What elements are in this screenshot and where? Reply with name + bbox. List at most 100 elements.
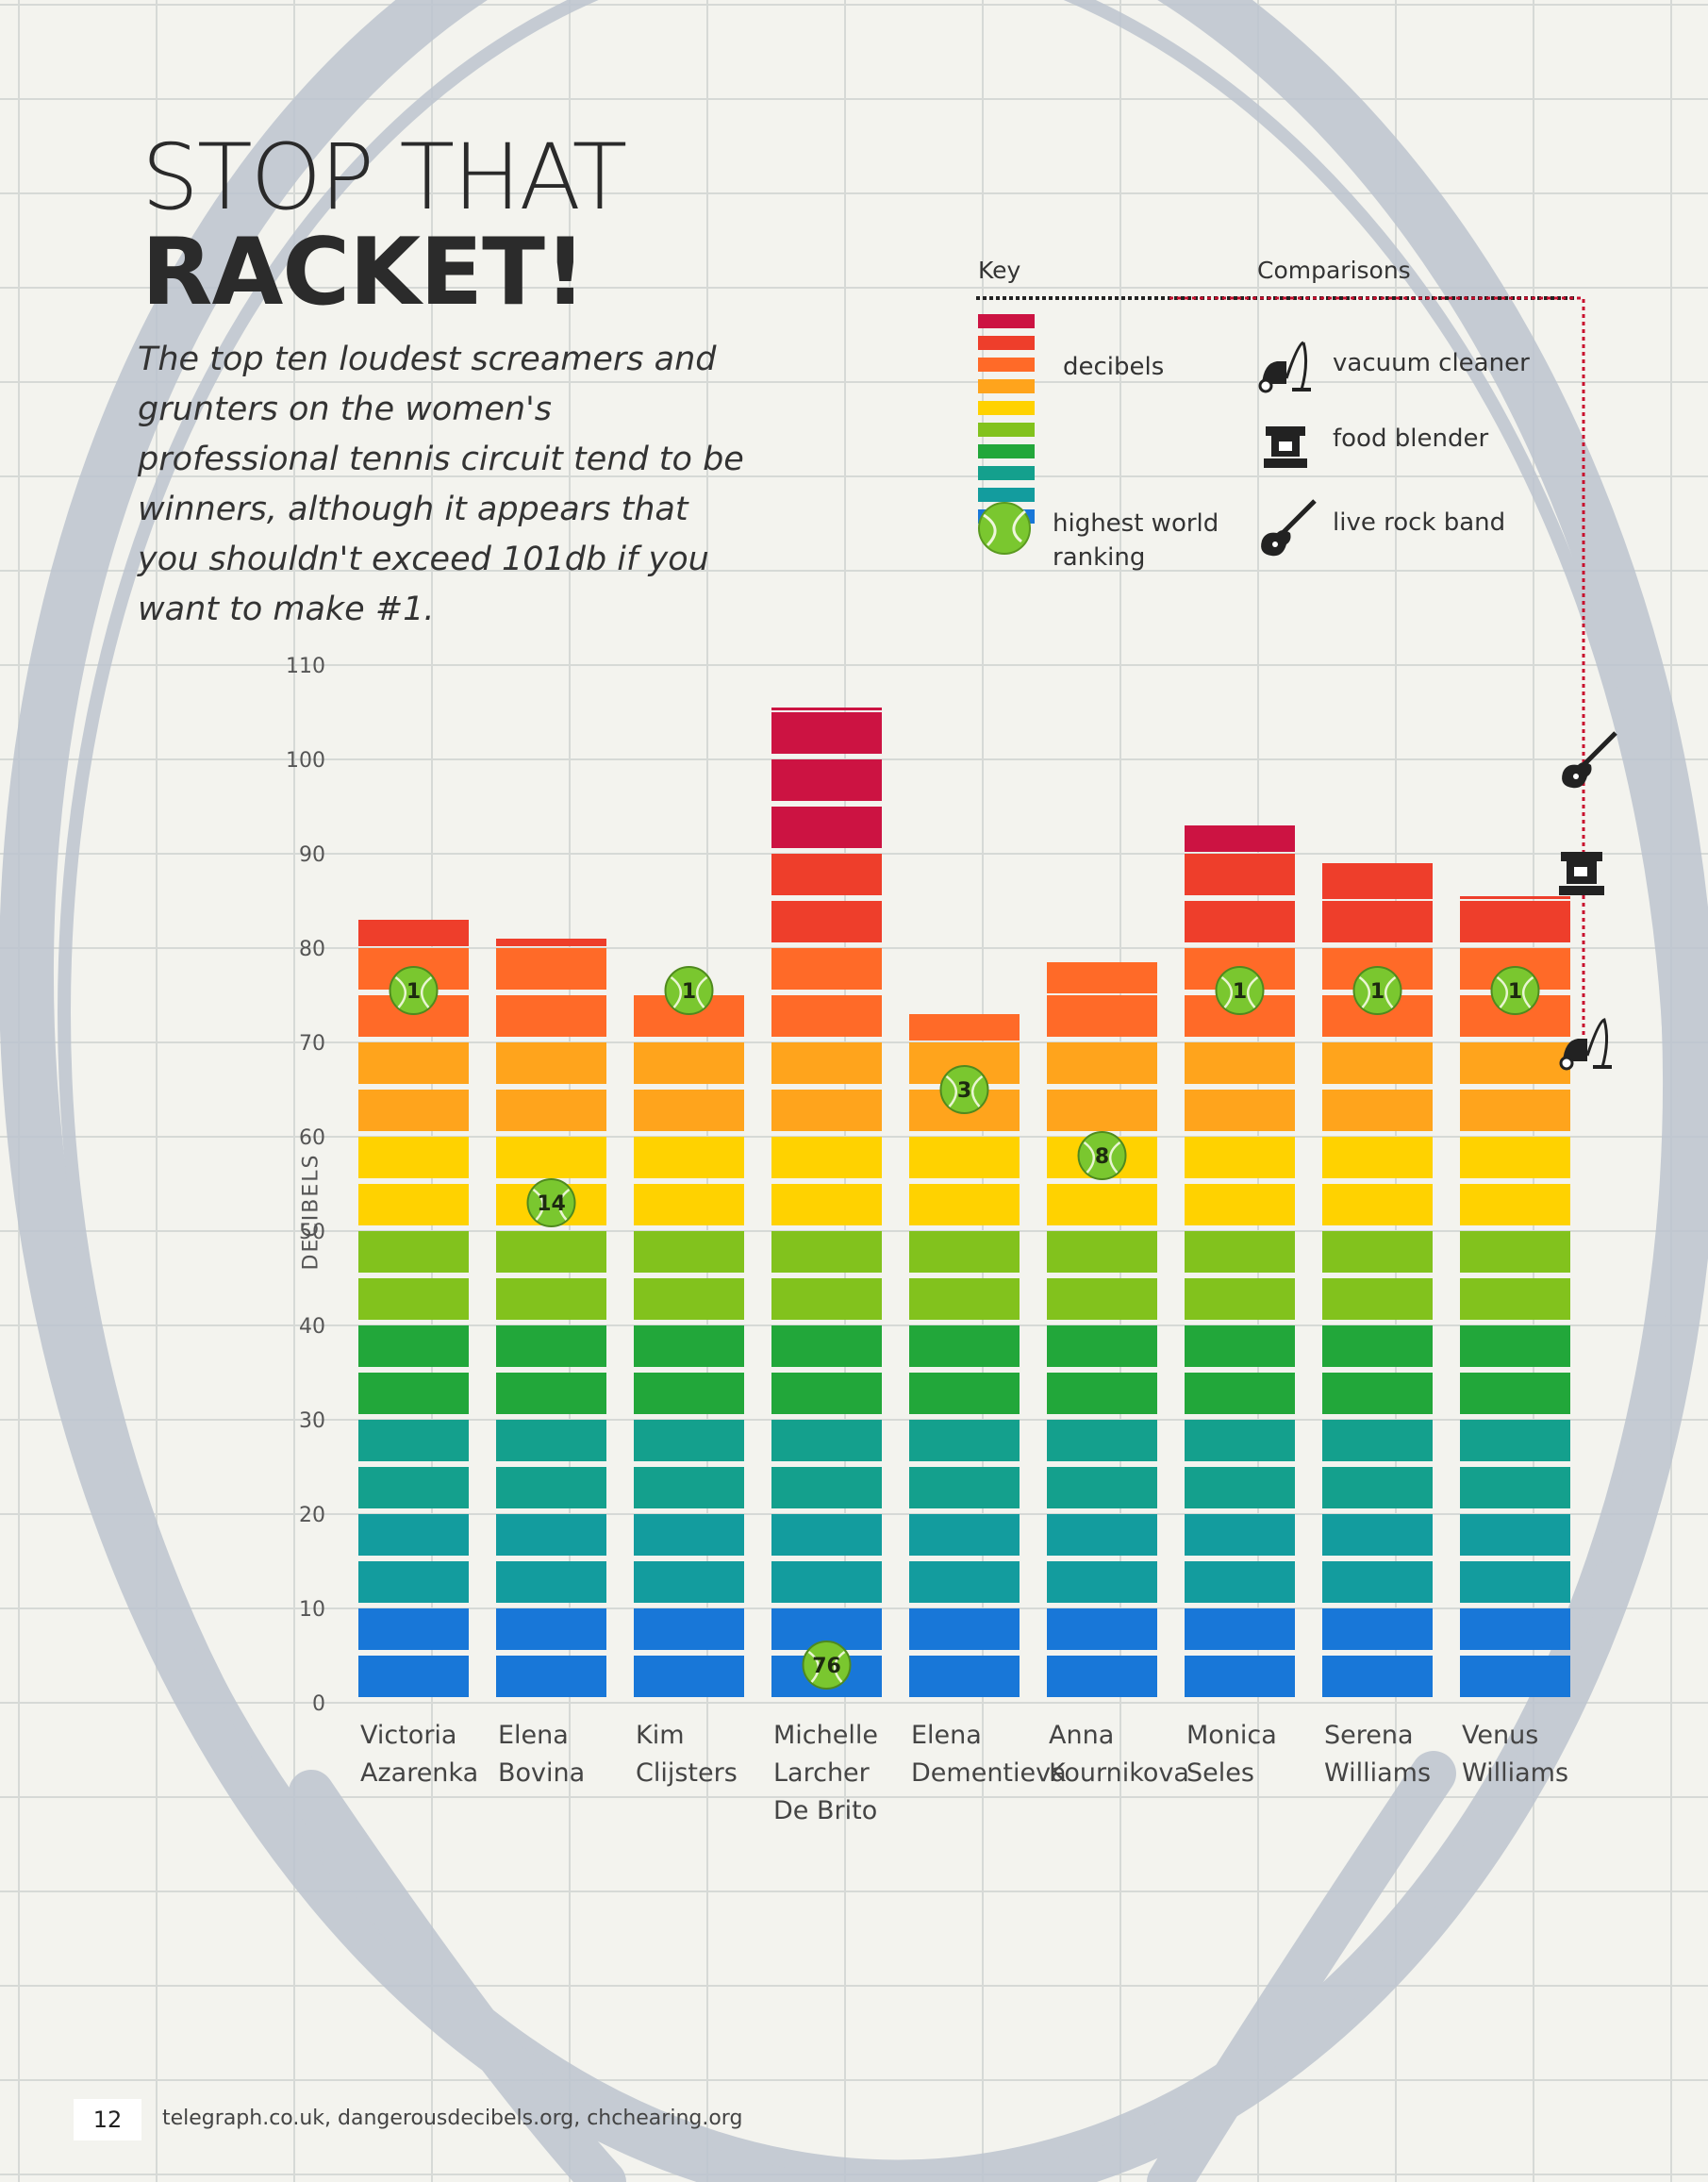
bar-segment [1460, 1278, 1570, 1320]
legend-swatch [978, 379, 1035, 393]
bar-segment [771, 854, 882, 895]
bar-segment [1047, 1325, 1157, 1367]
tennis-ball-icon [978, 502, 1031, 555]
bar-segment [1460, 1467, 1570, 1508]
bar-segment [1185, 1137, 1295, 1178]
bar-segment [1322, 1608, 1433, 1650]
legend-swatch [978, 314, 1035, 328]
bar-segment [1047, 1467, 1157, 1508]
bar-segment [358, 1656, 469, 1697]
comparison-guide-line [1169, 296, 1585, 1061]
bar [1185, 825, 1295, 1697]
bar-segment [1322, 1184, 1433, 1225]
ranking-number: 1 [1370, 980, 1385, 1004]
page-number: 12 [74, 2099, 141, 2140]
bar-segment [1460, 901, 1570, 942]
bar-segment [1460, 1561, 1570, 1603]
key-heading: Key [978, 257, 1021, 284]
bar-segment [1460, 1042, 1570, 1084]
food-blender-icon [1264, 426, 1307, 468]
legend-swatch [978, 401, 1035, 415]
bar-segment [1322, 1420, 1433, 1461]
electric-guitar-icon [1261, 499, 1317, 557]
bar-segment [1322, 1514, 1433, 1556]
bar-segment [1322, 1325, 1433, 1367]
bar-segment [1185, 825, 1295, 852]
bar-segment [358, 1420, 469, 1461]
bar-segment [909, 1325, 1020, 1367]
bar-segment [771, 948, 882, 990]
bar-segment [1460, 1231, 1570, 1273]
ranking-number: 8 [1095, 1145, 1109, 1169]
y-tick-label: 50 [299, 1221, 325, 1244]
bar-segment [1047, 1231, 1157, 1273]
ranking-marker: 76 [802, 1641, 852, 1690]
bar-segment [1185, 1325, 1295, 1367]
bar-segment [771, 1278, 882, 1320]
bar-segment [496, 1090, 606, 1131]
bar-segment [771, 1042, 882, 1084]
bar [358, 920, 469, 1697]
comparisons-heading: Comparisons [1257, 257, 1411, 284]
bar-segment [771, 712, 882, 754]
bar-segment [496, 1278, 606, 1320]
bar-segment [1185, 1608, 1295, 1650]
ranking-number: 14 [537, 1192, 566, 1216]
bar-segment [1460, 1325, 1570, 1367]
bar-segment [1047, 962, 1157, 993]
bar-segment [1047, 1420, 1157, 1461]
legend-swatch [978, 358, 1035, 372]
bar-segment [1460, 1656, 1570, 1697]
bar-segment [634, 1373, 744, 1414]
bar-segment [1047, 1373, 1157, 1414]
bar-segment [358, 1373, 469, 1414]
bar-segment [771, 1514, 882, 1556]
bar-segment [1047, 1090, 1157, 1131]
category-label: Elena [911, 1721, 982, 1750]
bar-segment [496, 1608, 606, 1650]
bar [634, 995, 744, 1697]
bar-segment [1322, 863, 1433, 899]
footer-sources: telegraph.co.uk, dangerousdecibels.org, … [162, 2107, 743, 2130]
legend-swatch [978, 336, 1035, 350]
bar-segment [1322, 1042, 1433, 1084]
ranking-label-line-2: ranking [1053, 543, 1146, 572]
bar-segment [358, 1137, 469, 1178]
category-label: Williams [1462, 1758, 1568, 1788]
bar-segment [771, 1325, 882, 1367]
bar-segment [1460, 1373, 1570, 1414]
ranking-number: 76 [812, 1655, 841, 1678]
category-label: Williams [1324, 1758, 1431, 1788]
bar-segment [634, 1467, 744, 1508]
bar-segment [496, 1137, 606, 1178]
bar-segment [1047, 1042, 1157, 1084]
bar-segment [1460, 1514, 1570, 1556]
bar-segment [1047, 995, 1157, 1037]
category-label: Clijsters [636, 1758, 738, 1788]
bar-segment [1185, 1656, 1295, 1697]
bar-segment [1460, 1608, 1570, 1650]
bar-segment [496, 1231, 606, 1273]
bar-segment [496, 1042, 606, 1084]
bar-segment [358, 1514, 469, 1556]
legend-swatch [978, 466, 1035, 480]
y-tick-label: 20 [299, 1504, 325, 1527]
bar-segment [909, 1278, 1020, 1320]
bar [1460, 896, 1570, 1697]
ranking-marker: 1 [1490, 966, 1540, 1015]
ranking-number: 1 [1508, 980, 1522, 1004]
bar-segment [634, 1137, 744, 1178]
decibels-label: decibels [1063, 353, 1165, 381]
ranking-marker: 1 [1352, 966, 1402, 1015]
bar-segment [634, 1090, 744, 1131]
bar-segment [1185, 1090, 1295, 1131]
food-blender-icon [1559, 852, 1604, 895]
bar-segment [496, 1420, 606, 1461]
category-label: Azarenka [360, 1758, 478, 1788]
bar-segment [1185, 1420, 1295, 1461]
bar-segment [1185, 901, 1295, 942]
bar-segment [1322, 1231, 1433, 1273]
category-label: Anna [1049, 1721, 1114, 1750]
bar-segment [358, 1090, 469, 1131]
